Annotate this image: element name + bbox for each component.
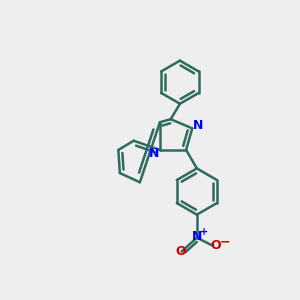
Text: N: N <box>149 146 160 160</box>
Text: O: O <box>210 239 221 252</box>
Text: O: O <box>176 245 186 258</box>
Text: N: N <box>192 230 202 244</box>
Text: −: − <box>219 236 230 249</box>
Text: +: + <box>200 227 208 237</box>
Text: N: N <box>193 119 203 132</box>
